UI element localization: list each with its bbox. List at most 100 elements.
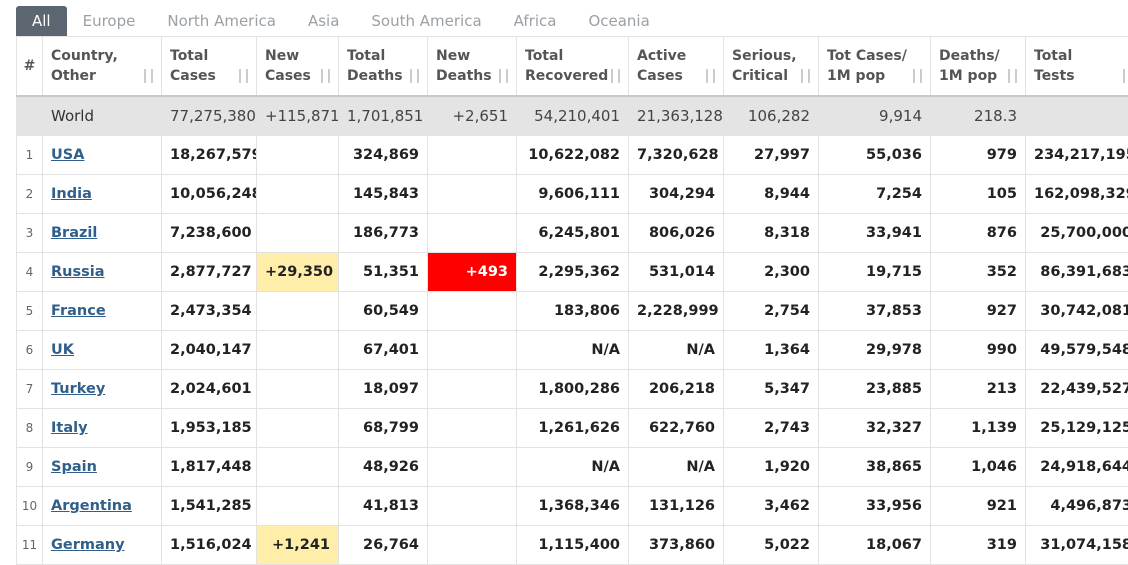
value-cell: 1,920 (724, 448, 819, 487)
value-cell: 30,742,081 (1026, 292, 1128, 331)
column-header[interactable]: Serious,Critical (724, 37, 819, 97)
country-link[interactable]: France (51, 303, 106, 319)
rank-cell: 4 (17, 253, 43, 292)
value-cell (257, 292, 339, 331)
sort-icon (144, 69, 153, 83)
sort-icon (410, 69, 419, 83)
value-cell: 19,715 (819, 253, 931, 292)
country-link[interactable]: Brazil (51, 225, 97, 241)
value-cell: 304,294 (629, 175, 724, 214)
value-cell (257, 136, 339, 175)
region-tab[interactable]: Africa (498, 6, 573, 36)
value-cell: +1,241 (257, 526, 339, 565)
value-cell: 213 (931, 370, 1026, 409)
country-cell: Turkey (43, 370, 162, 409)
value-cell: +2,651 (428, 96, 517, 136)
value-cell: 8,944 (724, 175, 819, 214)
region-tab[interactable]: South America (355, 6, 497, 36)
country-link[interactable]: Italy (51, 420, 88, 436)
country-link[interactable]: Argentina (51, 498, 132, 514)
value-cell: 60,549 (339, 292, 428, 331)
header-text: New (436, 48, 470, 64)
value-cell (257, 409, 339, 448)
column-header: # (17, 37, 43, 97)
value-cell: 1,701,851 (339, 96, 428, 136)
value-cell: 324,869 (339, 136, 428, 175)
region-tab[interactable]: All (16, 6, 67, 36)
value-cell: 23,885 (819, 370, 931, 409)
country-link[interactable]: India (51, 186, 92, 202)
header-text: Cases (265, 68, 311, 84)
country-cell: Italy (43, 409, 162, 448)
value-cell: 186,773 (339, 214, 428, 253)
value-cell: 22,439,527 (1026, 370, 1128, 409)
rank-cell: 9 (17, 448, 43, 487)
value-cell (257, 175, 339, 214)
value-cell: 183,806 (517, 292, 629, 331)
sort-icon (611, 69, 620, 83)
country-link[interactable]: Turkey (51, 381, 105, 397)
column-header[interactable]: Country,Other (43, 37, 162, 97)
value-cell: 25,700,000 (1026, 214, 1128, 253)
region-tab[interactable]: North America (151, 6, 292, 36)
value-cell: 2,473,354 (162, 292, 257, 331)
value-cell: 18,067 (819, 526, 931, 565)
rank-cell: 2 (17, 175, 43, 214)
header-text: Recovered (525, 68, 608, 84)
country-link[interactable]: UK (51, 342, 74, 358)
header-text: Deaths/ (939, 48, 1000, 64)
value-cell: 9,914 (819, 96, 931, 136)
header-text: Critical (732, 68, 788, 84)
rank-cell (17, 96, 43, 136)
value-cell (428, 292, 517, 331)
value-cell: 927 (931, 292, 1026, 331)
country-link[interactable]: Russia (51, 264, 105, 280)
value-cell: 979 (931, 136, 1026, 175)
value-cell: 2,040,147 (162, 331, 257, 370)
value-cell: 33,956 (819, 487, 931, 526)
country-cell: Spain (43, 448, 162, 487)
value-cell: 8,318 (724, 214, 819, 253)
column-header[interactable]: Tot Cases/1M pop (819, 37, 931, 97)
value-cell (257, 370, 339, 409)
value-cell: +29,350 (257, 253, 339, 292)
value-cell: 1,261,626 (517, 409, 629, 448)
value-cell: 31,074,158 (1026, 526, 1128, 565)
region-tab[interactable]: Oceania (572, 6, 665, 36)
value-cell: N/A (517, 448, 629, 487)
value-cell: 162,098,329 (1026, 175, 1128, 214)
value-cell: 29,978 (819, 331, 931, 370)
header-text: Active (637, 48, 686, 64)
country-link[interactable]: Germany (51, 537, 125, 553)
value-cell: 990 (931, 331, 1026, 370)
country-link[interactable]: Spain (51, 459, 97, 475)
value-cell: 3,462 (724, 487, 819, 526)
region-tab[interactable]: Asia (292, 6, 355, 36)
column-header[interactable]: Deaths/1M pop (931, 37, 1026, 97)
value-cell: 9,606,111 (517, 175, 629, 214)
value-cell: 1,046 (931, 448, 1026, 487)
value-cell: 2,024,601 (162, 370, 257, 409)
value-cell: 218.3 (931, 96, 1026, 136)
value-cell: 2,228,999 (629, 292, 724, 331)
country-link[interactable]: USA (51, 147, 84, 163)
value-cell: 1,516,024 (162, 526, 257, 565)
value-cell: 622,760 (629, 409, 724, 448)
value-cell: 1,817,448 (162, 448, 257, 487)
country-cell: Argentina (43, 487, 162, 526)
value-cell: 10,622,082 (517, 136, 629, 175)
value-cell (257, 448, 339, 487)
region-tab[interactable]: Europe (67, 6, 152, 36)
value-cell (1026, 96, 1128, 136)
